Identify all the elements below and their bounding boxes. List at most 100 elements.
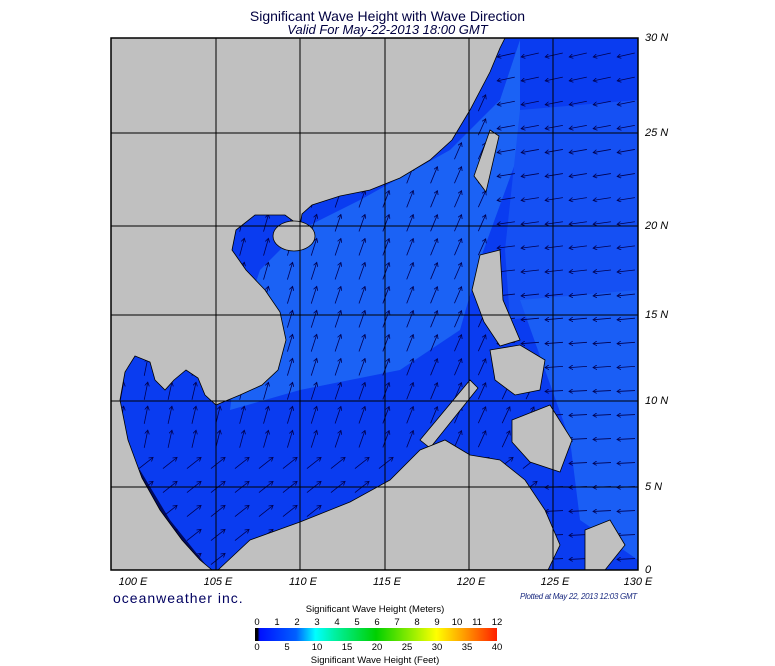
chart-title: Significant Wave Height with Wave Direct…: [249, 8, 526, 24]
wave-direction-arrow: [617, 318, 635, 320]
wave-direction-arrow: [430, 359, 438, 376]
wave-direction-arrow: [310, 358, 316, 376]
wave-direction-arrow: [382, 215, 389, 232]
wave-direction-arrow: [210, 529, 225, 541]
wave-direction-arrow: [569, 535, 588, 536]
wave-direction-arrow: [521, 294, 539, 296]
wave-direction-arrow: [454, 335, 461, 352]
legend-tick-meters: 1: [274, 617, 280, 628]
wave-direction-arrow: [186, 457, 201, 469]
wave-direction-arrow: [593, 294, 611, 296]
wave-direction-arrow: [287, 310, 292, 328]
wave-direction-arrow: [430, 287, 438, 304]
wave-direction-arrow: [186, 505, 201, 517]
wave-direction-arrow: [569, 463, 588, 464]
wave-direction-arrow: [358, 191, 365, 208]
wave-direction-arrow: [617, 270, 635, 272]
legend-tick-meters: 3: [314, 617, 320, 628]
wave-direction-arrow: [430, 383, 438, 400]
lon-label: 110 E: [289, 576, 317, 588]
wave-direction-arrow: [593, 511, 612, 512]
legend-tick-feet: 20: [371, 642, 383, 653]
lat-label: 5 N: [645, 481, 663, 493]
wave-direction-arrow: [545, 342, 564, 343]
wave-direction-arrow: [162, 505, 177, 517]
wave-direction-arrow: [497, 124, 515, 128]
wave-direction-arrow: [569, 173, 587, 177]
legend-tick-meters: 4: [334, 617, 340, 628]
wave-direction-arrow: [569, 559, 588, 560]
wave-direction-arrow: [239, 238, 245, 256]
wave-direction-arrow: [358, 407, 365, 424]
wave-direction-arrow: [497, 76, 515, 81]
wave-direction-arrow: [406, 407, 414, 424]
wave-direction-arrow: [430, 311, 438, 328]
wave-direction-arrow: [358, 311, 365, 328]
wave-direction-arrow: [334, 406, 341, 424]
legend-tick-feet: 0: [254, 642, 260, 653]
wave-direction-arrow: [617, 511, 636, 512]
lon-label: 100 E: [118, 576, 148, 588]
wave-direction-arrow: [191, 430, 196, 448]
wave-direction-arrow: [210, 457, 225, 469]
wave-direction-arrow: [569, 342, 588, 343]
wave-direction-arrow: [617, 342, 636, 343]
wave-direction-arrow: [617, 100, 635, 105]
wave-direction-arrow: [617, 366, 636, 367]
wave-direction-arrow: [310, 334, 316, 352]
wave-direction-arrow: [287, 406, 292, 424]
wave-direction-arrow: [617, 415, 636, 416]
legend-tick-meters: 12: [491, 617, 503, 628]
wave-direction-arrow: [430, 263, 438, 280]
wave-direction-arrow: [310, 382, 316, 400]
wave-direction-arrow: [477, 383, 485, 400]
wave-direction-arrow: [521, 270, 539, 272]
wave-direction-arrow: [593, 100, 611, 105]
wave-direction-arrow: [382, 263, 389, 280]
wave-direction-arrow: [258, 457, 273, 469]
wave-direction-arrow: [382, 335, 389, 352]
legend-tick-feet: 40: [491, 642, 503, 653]
wave-direction-arrow: [287, 334, 292, 352]
wave-direction-arrow: [358, 239, 365, 256]
wave-direction-arrow: [406, 287, 414, 304]
land-borneo: [216, 439, 561, 571]
wave-direction-arrow: [545, 366, 564, 367]
wave-direction-arrow: [545, 246, 563, 248]
wave-direction-arrow: [282, 505, 297, 517]
wave-direction-arrow: [521, 100, 539, 105]
wave-direction-arrow: [497, 246, 515, 248]
wave-direction-arrow: [569, 222, 587, 224]
land-sulawesi: [584, 519, 626, 571]
wave-direction-arrow: [545, 76, 563, 81]
wave-direction-arrow: [593, 270, 611, 272]
legend-title-meters: Significant Wave Height (Meters): [305, 604, 445, 615]
wave-direction-arrow: [569, 100, 587, 105]
wave-direction-arrow: [617, 197, 635, 201]
wave-direction-arrow: [191, 382, 196, 400]
wave-direction-arrow: [569, 124, 587, 128]
wave-direction-arrow: [306, 457, 321, 469]
wave-direction-arrow: [545, 511, 564, 512]
wave-direction-arrow: [545, 197, 563, 201]
wave-direction-arrow: [382, 431, 389, 448]
wave-direction-arrow: [287, 262, 292, 280]
wave-direction-arrow: [617, 559, 636, 560]
wave-direction-arrow: [430, 167, 438, 184]
brand-logo: oceanweather inc.: [113, 590, 244, 606]
wave-direction-arrow: [215, 406, 220, 424]
wave-direction-arrow: [521, 222, 539, 224]
legend-tick-feet: 30: [431, 642, 443, 653]
wave-direction-arrow: [454, 191, 461, 208]
legend-colorbar: [255, 628, 497, 641]
wave-direction-arrow: [258, 505, 273, 517]
wave-direction-arrow: [545, 270, 563, 272]
wave-direction-arrow: [545, 173, 563, 177]
wave-direction-arrow: [454, 263, 461, 280]
wave-direction-arrow: [310, 262, 316, 280]
wave-direction-arrow: [617, 439, 636, 440]
wave-direction-arrow: [430, 215, 438, 232]
wave-direction-arrow: [593, 76, 611, 81]
wave-direction-arrow: [406, 311, 414, 328]
wave-direction-arrow: [354, 457, 369, 469]
